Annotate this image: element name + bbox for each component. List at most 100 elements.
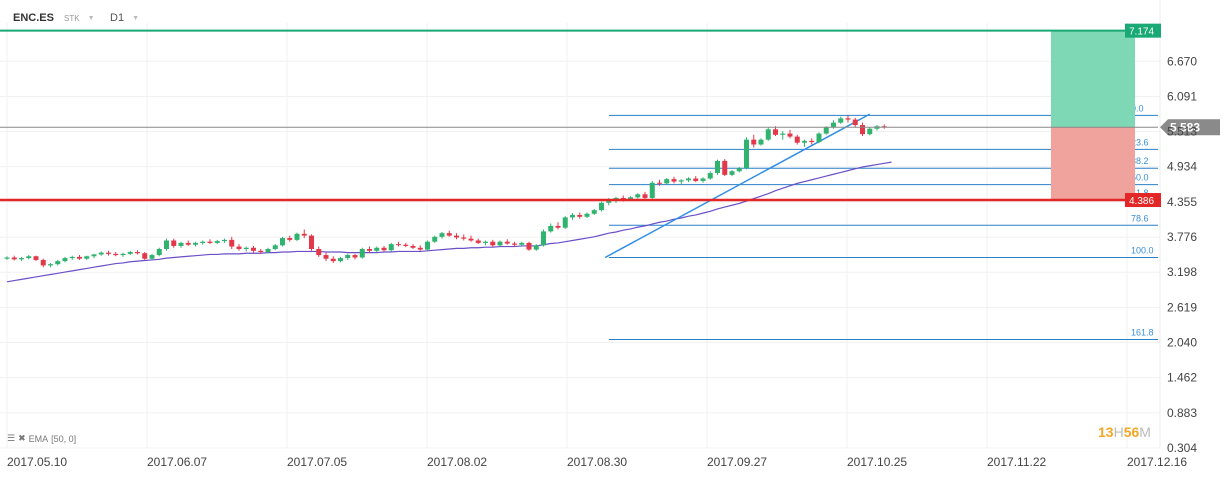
candle-body [48,264,53,266]
candle-body [19,258,24,260]
candle-body [106,252,111,254]
instrument-type-label: STK [64,13,80,23]
last-price-tag-label: 5.583 [1170,120,1200,134]
logo-part: H [1113,424,1124,440]
ema-line [6,161,892,283]
fib-level-label: 100.0 [1131,245,1154,255]
candle-body [396,244,401,246]
take-profit-zone[interactable] [1051,30,1135,128]
candle-body [200,241,206,243]
candle-body [222,239,227,242]
candle-body [243,247,249,249]
last-price-tag [1160,119,1220,136]
candle-body [62,258,68,262]
candle-body [555,225,561,228]
indicator-name: EMA [28,433,49,444]
candle-body [251,247,256,251]
candle-body [787,133,793,137]
candle-body [548,225,554,232]
candle-body [338,258,343,262]
candle-body [562,217,568,228]
candle-body [410,245,416,248]
candle-body [642,194,648,198]
candle-body [700,178,706,181]
chevron-down-icon[interactable]: ▼ [87,14,95,22]
menu-icon[interactable]: ☰ [7,433,16,443]
candle-body [599,202,604,211]
logo-part: 56 [1123,424,1140,440]
candle-body [649,182,655,198]
entry-tag-label: 4.386 [1129,196,1154,207]
y-tick-label: 6.091 [1167,89,1197,103]
instrument-type[interactable]: STK ▼ [64,10,95,26]
x-tick-label: 2017.06.07 [147,455,207,469]
candle-body [280,238,285,246]
chevron-down-icon[interactable]: ▼ [132,14,139,22]
candle-body [678,180,684,182]
x-tick-label: 2017.10.25 [847,455,907,469]
candle-body [26,256,32,259]
candle-body [214,241,220,243]
candle-body [178,242,184,246]
y-tick-label: 2.040 [1167,336,1197,350]
stop-loss-zone[interactable] [1051,127,1135,201]
y-tick-label: 0.883 [1167,406,1197,420]
close-icon[interactable]: ✖ [18,433,26,443]
risk-reward-zones[interactable] [1051,30,1135,201]
x-tick-label: 2017.05.10 [7,455,67,469]
x-tick-label: 2017.11.22 [987,455,1046,469]
fib-level-label: 78.6 [1131,213,1149,223]
y-tick-label: 3.198 [1167,265,1197,279]
candle-body [77,256,82,259]
y-tick-label: 2.619 [1167,300,1197,314]
candle-body [323,255,329,259]
x-tick-label: 2017.08.30 [567,455,627,469]
trend-line[interactable] [604,113,871,259]
y-tick-label: 3.776 [1167,230,1197,244]
indicator-legend[interactable]: ☰ ✖ EMA [50, 0] [7,433,76,444]
ema-polyline [6,161,892,283]
candle-body [33,256,39,260]
fib-level-label: 38.2 [1131,156,1149,166]
candle-body [751,139,757,145]
candle-body [388,244,394,251]
candle-body [287,238,293,240]
candle-body [584,213,590,217]
candle-body [541,231,546,246]
timeframe-selector[interactable]: D1 ▼ [110,10,139,26]
candle-body [127,252,133,254]
candle-body [823,127,829,134]
x-tick-label: 2017.08.02 [427,455,487,469]
candle-body [185,242,191,245]
symbol-label[interactable]: ENC.ES [13,12,54,24]
x-axis: 2017.05.10 2017.06.07 2017.07.05 2017.08.02… [7,455,1187,469]
candle-body [425,241,430,250]
fib-level-label: 161.8 [1131,328,1154,338]
entry-tag[interactable] [1125,193,1161,208]
fib-level-label: 23.6 [1131,137,1149,147]
candle-body [4,257,10,259]
candle-body [229,239,235,247]
candle-body [432,236,438,242]
candle-body [715,160,720,174]
x-tick-label: 2017.12.16 [1127,455,1187,469]
y-tick-label: 0.304 [1167,441,1197,455]
candle-body [722,160,728,175]
candle-body [867,128,873,135]
candle-body [504,241,510,244]
candle-body [526,242,532,250]
price-levels[interactable]: 7.174 4.386 5.583 [0,23,1220,208]
timeframe-label: D1 [110,12,125,24]
candle-body [577,214,583,217]
brand-logo: 13 H 56 M [1098,424,1151,440]
candle-body [816,133,822,143]
trendline-segment[interactable] [604,113,871,259]
y-tick-label: 5.513 [1167,125,1197,139]
take-profit-tag[interactable] [1125,23,1161,38]
candle-body [635,194,641,198]
y-tick-label: 4.934 [1167,160,1197,174]
candle-body [84,256,90,259]
candle-body [120,253,126,256]
candle-body [135,252,140,254]
